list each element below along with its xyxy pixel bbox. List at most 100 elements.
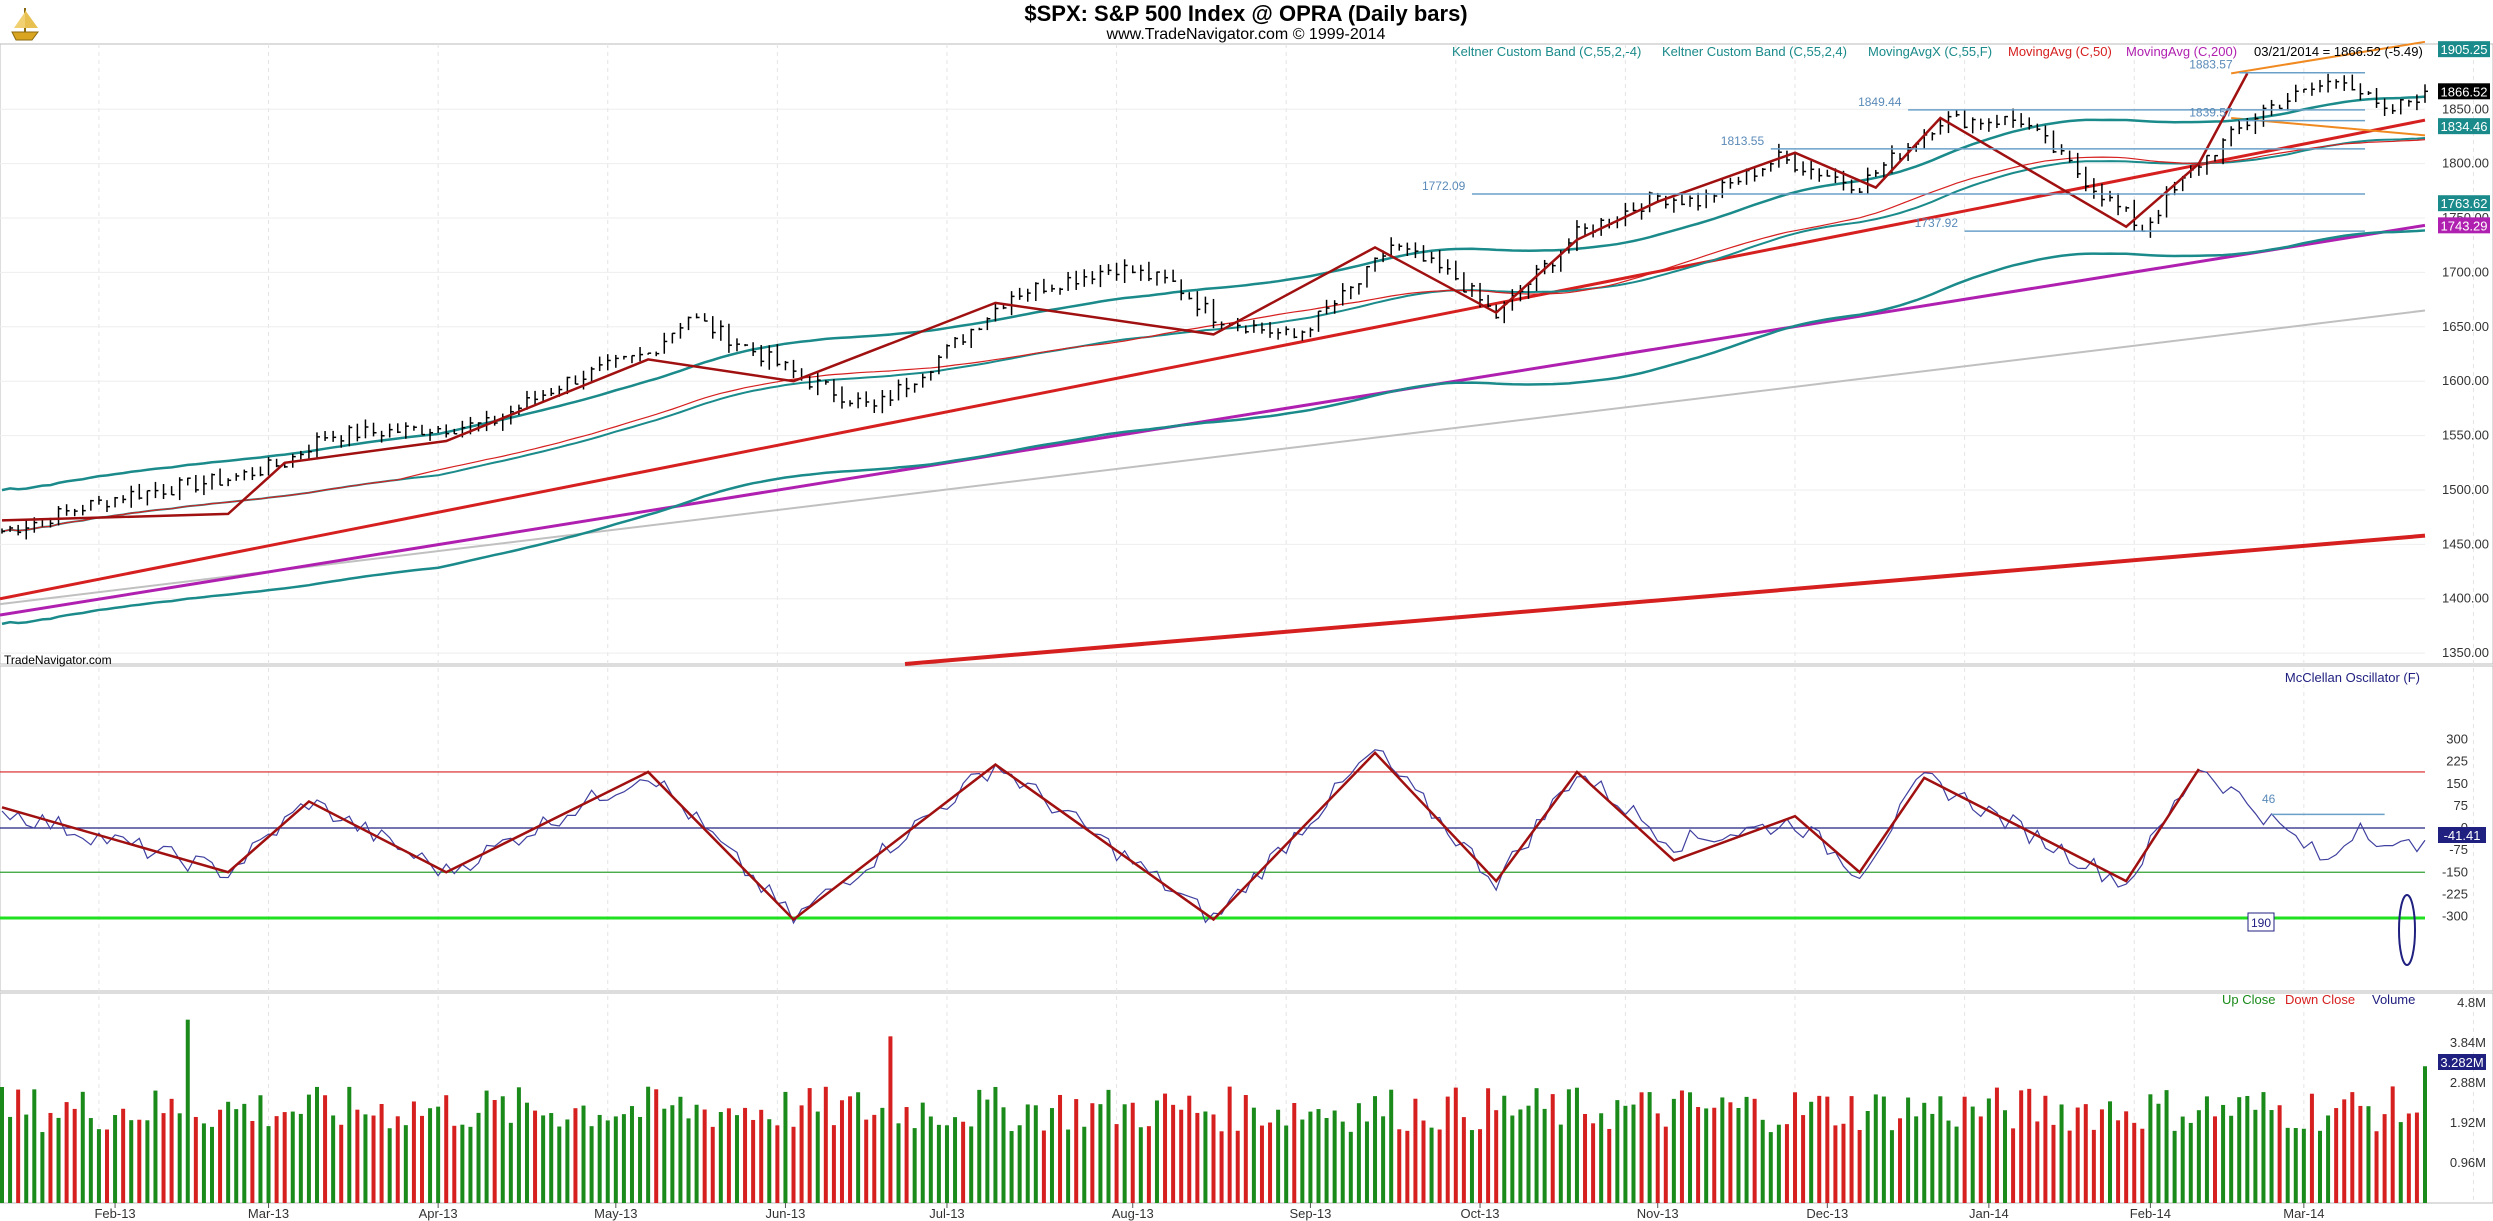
volume-bar: [629, 1106, 634, 1203]
volume-bar: [96, 1129, 101, 1203]
volume-bar: [1550, 1094, 1555, 1203]
volume-bar: [1251, 1107, 1256, 1203]
volume-bar: [2398, 1122, 2403, 1203]
volume-bar: [500, 1096, 505, 1203]
volume-bar: [1817, 1095, 1822, 1203]
volume-bar: [864, 1119, 869, 1203]
volume-bar: [2091, 1129, 2096, 1203]
volume-bar: [218, 1109, 223, 1203]
volume-bar: [904, 1107, 909, 1203]
volume-bar: [1494, 1110, 1499, 1203]
volume-bar: [419, 1115, 424, 1203]
price-value-box-label: 1866.52: [2441, 84, 2488, 99]
volume-bar: [2350, 1092, 2355, 1203]
volume-bar: [1009, 1131, 1014, 1203]
volume-bar: [355, 1109, 360, 1203]
volume-bar: [185, 1019, 190, 1203]
x-axis-label: Jun-13: [766, 1206, 806, 1221]
volume-bar: [1809, 1101, 1814, 1203]
volume-bar: [2213, 1116, 2218, 1203]
volume-bar: [2309, 1093, 2314, 1203]
volume-bar: [1058, 1094, 1063, 1203]
x-axis-label: Feb-14: [2130, 1206, 2171, 1221]
price-y-tick-label: 1350.00: [2442, 645, 2489, 660]
volume-bar: [2374, 1131, 2379, 1203]
volume-bar: [524, 1102, 529, 1203]
volume-bar: [395, 1116, 400, 1203]
volume-bar: [2099, 1109, 2104, 1203]
volume-bar: [718, 1111, 723, 1203]
volume-bar: [1688, 1092, 1693, 1203]
volume-bar: [1049, 1108, 1054, 1203]
volume-bar: [920, 1102, 925, 1203]
volume-bar: [2172, 1130, 2177, 1203]
volume-bar: [1445, 1096, 1450, 1203]
volume-bar: [1171, 1104, 1176, 1203]
volume-bar: [24, 1114, 29, 1203]
x-axis-label: Oct-13: [1461, 1206, 1500, 1221]
price-value-box-label: 1905.25: [2441, 42, 2488, 57]
volume-bar: [250, 1120, 255, 1203]
volume-bar: [1122, 1104, 1127, 1203]
volume-bar: [2334, 1108, 2339, 1203]
gray-regression-line: [0, 309, 2426, 606]
volume-bar: [1526, 1105, 1531, 1203]
volume-bar: [1615, 1100, 1620, 1203]
volume-bar: [290, 1111, 295, 1203]
volume-bar: [1946, 1120, 1951, 1203]
oscillator-y-tick-label: -300: [2442, 909, 2468, 924]
volume-bar: [64, 1102, 69, 1203]
volume-bar: [1259, 1125, 1264, 1203]
volume-bar: [880, 1107, 885, 1203]
price-annotations: 1772.09 1813.55 1849.44 1883.57 1839.57 1737.…: [1422, 58, 2365, 232]
volume-bar: [1397, 1129, 1402, 1203]
volume-bar: [1801, 1115, 1806, 1203]
volume-current-box: [2438, 1054, 2486, 1070]
volume-bar: [1623, 1105, 1628, 1203]
price-value-box-label: 1743.29: [2441, 218, 2488, 233]
volume-bar: [1001, 1107, 1006, 1203]
volume-bar: [1461, 1117, 1466, 1203]
trade-navigator-ship-logo-icon[interactable]: [11, 8, 39, 41]
price-y-tick-label: 1650.00: [2442, 319, 2489, 334]
legend-keltner-upper: Keltner Custom Band (C,55,2,4): [1662, 44, 1847, 59]
volume-bar: [2293, 1128, 2298, 1203]
volume-bar: [1469, 1130, 1474, 1203]
volume-bar: [1203, 1111, 1208, 1203]
volume-bar: [1268, 1122, 1273, 1203]
volume-bar: [807, 1088, 812, 1203]
volume-bar: [621, 1114, 626, 1203]
volume-bar: [961, 1121, 966, 1203]
volume-bar: [767, 1119, 772, 1203]
volume-bar: [2075, 1107, 2080, 1203]
volume-bar: [121, 1108, 126, 1203]
volume-bar: [468, 1126, 473, 1203]
volume-bar: [2059, 1104, 2064, 1203]
price-y-tick-label: 1800.00: [2442, 156, 2489, 171]
volume-bar: [839, 1100, 844, 1203]
keltner-lower-band: [1, 229, 2426, 626]
price-y-tick-label: 1700.00: [2442, 264, 2489, 279]
volume-bar: [428, 1108, 433, 1203]
annotation-level-label: 1849.44: [1858, 95, 1902, 109]
volume-bar: [1017, 1125, 1022, 1203]
volume-bar: [193, 1116, 198, 1203]
legend-moving-avg-x: MovingAvgX (C,55,F): [1868, 44, 1992, 59]
volume-bar: [2003, 1110, 2008, 1203]
price-legend: Keltner Custom Band (C,55,2,-4) Keltner …: [1452, 44, 2423, 59]
volume-bar: [1041, 1130, 1046, 1203]
x-axis-label: Feb-13: [94, 1206, 135, 1221]
volume-bar: [8, 1116, 13, 1203]
volume-bar: [387, 1128, 392, 1203]
annotation-level-label: 1737.92: [1915, 216, 1959, 230]
volume-bar: [2067, 1130, 2072, 1203]
volume-bar: [282, 1112, 287, 1203]
volume-bar: [2019, 1090, 2024, 1203]
price-y-tick-label: 1400.00: [2442, 591, 2489, 606]
volume-bar: [1647, 1092, 1652, 1203]
volume-bar: [573, 1108, 578, 1203]
volume-bar: [670, 1105, 675, 1203]
volume-bar: [169, 1098, 174, 1203]
volume-y-tick-label: 1.92M: [2450, 1115, 2486, 1130]
volume-bar: [1534, 1088, 1539, 1203]
